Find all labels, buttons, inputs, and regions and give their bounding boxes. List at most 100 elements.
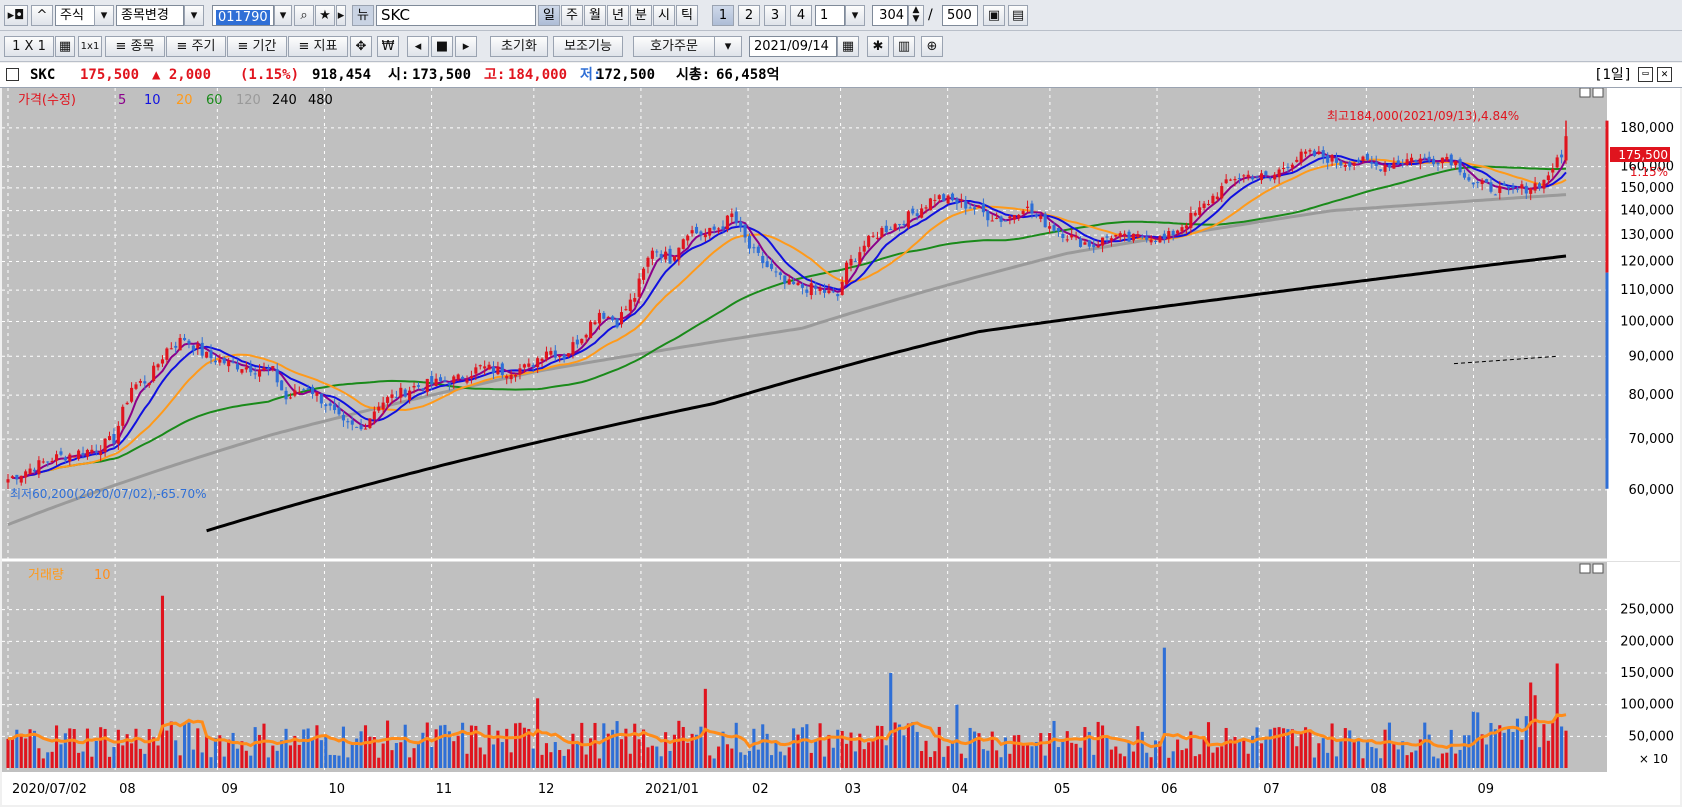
star-icon[interactable]: ★ <box>315 5 335 26</box>
single-layout-button[interactable]: 1x1 <box>78 36 102 57</box>
panel-close-icon[interactable] <box>1592 87 1604 98</box>
volume-bar <box>1551 720 1555 768</box>
candle-body <box>884 225 888 233</box>
volume-bar <box>235 748 240 768</box>
layout-button[interactable]: 1 X 1 <box>4 36 54 57</box>
vol-panel-min-icon[interactable] <box>1579 563 1591 574</box>
volume-bar <box>500 742 504 768</box>
move-icon[interactable]: ✥ <box>350 36 372 57</box>
range-button[interactable]: ≡ 기간 <box>227 36 287 57</box>
candle-body <box>840 281 844 295</box>
tab-n3[interactable]: 3 <box>764 5 786 26</box>
volume-bar <box>999 757 1003 768</box>
candle-body <box>483 366 487 369</box>
grid-icon[interactable]: ▦ <box>55 36 75 57</box>
candle-body <box>765 261 769 268</box>
candle-body <box>37 460 41 475</box>
volume-bar <box>412 748 416 768</box>
order-button[interactable]: 호가주문 <box>633 36 715 57</box>
legend-volume: 거래량 <box>28 568 64 583</box>
tab-n4[interactable]: 4 <box>790 5 812 26</box>
volume-bar <box>333 755 337 768</box>
volume-bar <box>906 723 910 768</box>
tab-n2[interactable]: 2 <box>738 5 760 26</box>
currency-button[interactable]: ₩ <box>377 36 399 57</box>
volume-bar <box>1202 739 1206 768</box>
interval-input[interactable]: 1 <box>815 5 845 26</box>
tab-month[interactable]: 월 <box>584 5 606 26</box>
close-icon[interactable]: ✕ <box>1657 67 1672 82</box>
chart-canvas[interactable]: 180,000 160,000 150,000 140,000 130,000 120,0… <box>2 87 1680 805</box>
ma20-line <box>25 158 1567 478</box>
volume-bar <box>1268 729 1272 768</box>
add-chart-icon[interactable]: ▣ <box>983 5 1005 26</box>
volume-bar <box>240 741 244 768</box>
tab-n1[interactable]: 1 <box>712 5 734 26</box>
market-select[interactable]: 주식 <box>55 5 95 26</box>
count-input[interactable]: 304 <box>872 5 908 26</box>
change-item-dropdown-icon[interactable]: ▾ <box>184 5 204 26</box>
volume-bar <box>491 744 496 768</box>
tab-year[interactable]: 년 <box>607 5 629 26</box>
panel-min-icon[interactable] <box>1579 87 1591 98</box>
search-icon[interactable]: ⌕ <box>294 5 314 26</box>
candle-body <box>611 316 615 321</box>
candle-body <box>121 406 125 426</box>
prev-icon[interactable]: ◂ <box>407 36 429 57</box>
period-button[interactable]: ≡ 주기 <box>166 36 226 57</box>
volume-bar <box>562 755 566 768</box>
candle-body <box>990 220 994 222</box>
candle-body <box>1476 182 1480 184</box>
select-checkbox[interactable] <box>6 68 19 81</box>
chart-tool-icon[interactable]: ▥ <box>893 36 915 57</box>
volume-bar <box>1502 732 1506 768</box>
window-menu-button[interactable]: ▸◘ <box>4 5 28 26</box>
candle-body <box>1096 245 1100 248</box>
tab-week[interactable]: 주 <box>561 5 583 26</box>
change-item-select[interactable]: 종목변경 <box>116 5 184 26</box>
calendar-icon[interactable]: ▦ <box>837 36 859 57</box>
volume-legend: 거래량 10 <box>28 568 111 583</box>
caret-up-icon[interactable]: ^ <box>31 5 53 26</box>
candle-body <box>1008 216 1012 219</box>
candle-body <box>518 368 522 375</box>
indicator-button[interactable]: ≡ 지표 <box>288 36 348 57</box>
settings-icon[interactable]: ✱ <box>867 36 889 57</box>
chart-area[interactable]: 180,000 160,000 150,000 140,000 130,000 120,0… <box>2 87 1680 805</box>
stop-icon[interactable]: ■ <box>431 36 453 57</box>
volume-tick-label: 250,000 <box>1620 603 1674 618</box>
volume-bar <box>447 731 451 768</box>
vol-panel-close-icon[interactable] <box>1592 563 1604 574</box>
candle-body <box>1374 162 1378 167</box>
candle-body <box>889 229 893 231</box>
order-dropdown-icon[interactable]: ▾ <box>714 36 742 57</box>
date-input[interactable]: 2021/09/14 <box>749 36 837 57</box>
market-dropdown-icon[interactable]: ▾ <box>94 5 114 26</box>
item-button[interactable]: ≡ 종목 <box>105 36 165 57</box>
restore-icon[interactable]: ▭ <box>1638 67 1653 82</box>
next-icon[interactable]: ▸ <box>455 36 477 57</box>
candle-body <box>845 262 849 285</box>
aux-function-button[interactable]: 보조기능 <box>553 36 623 57</box>
total-input[interactable]: 500 <box>942 5 978 26</box>
candle-body <box>1242 175 1246 177</box>
tab-day[interactable]: 일 <box>538 5 560 26</box>
candle-body <box>218 359 222 363</box>
candle-body <box>147 382 151 386</box>
tab-tick[interactable]: 틱 <box>676 5 698 26</box>
volume-bar <box>959 753 963 768</box>
stock-code-input[interactable]: 011790 <box>212 5 274 26</box>
tab-hour[interactable]: 시 <box>653 5 675 26</box>
volume-bar <box>469 725 473 768</box>
volume-bar <box>355 738 359 768</box>
volume-bar <box>496 730 500 768</box>
count-stepper[interactable]: ▲ ▼ <box>908 5 924 26</box>
interval-dropdown-icon[interactable]: ▾ <box>845 5 865 26</box>
reset-button[interactable]: 초기화 <box>490 36 548 57</box>
save-icon[interactable]: ▤ <box>1008 5 1028 26</box>
tab-minute[interactable]: 분 <box>630 5 652 26</box>
code-dropdown-icon[interactable]: ▾ <box>274 5 292 26</box>
play-next-icon[interactable]: ▸ <box>336 5 346 26</box>
zoom-icon[interactable]: ⊕ <box>921 36 943 57</box>
volume-bar <box>1052 720 1056 768</box>
